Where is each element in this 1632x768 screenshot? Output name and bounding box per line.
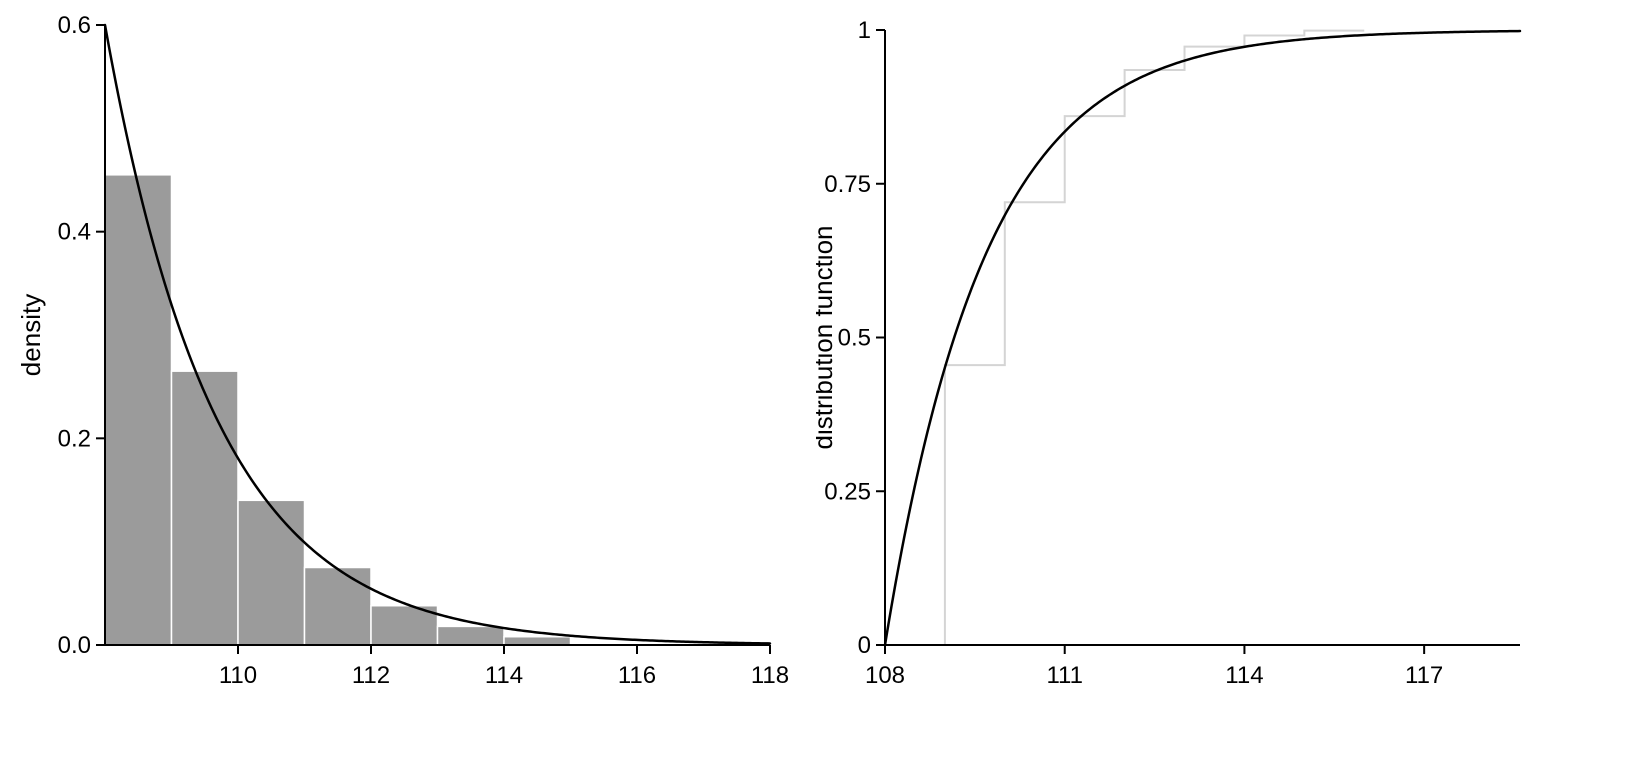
x-tick-label: 114	[1225, 662, 1263, 689]
histogram-bar	[370, 604, 439, 646]
x-tick-label: 114	[485, 662, 523, 689]
y-tick-label: 1	[858, 17, 871, 44]
y-tick-label: 0.25	[824, 478, 871, 505]
y-tick-label: 0.2	[58, 425, 91, 452]
distribution-function-chart: 108 111 114 117 0 0.25 0.5 0.75 1 distribution fu…	[816, 17, 1522, 689]
y-tick-label: 0.4	[58, 219, 91, 246]
x-tick-label: 118	[751, 662, 789, 689]
x-tick-label: 117	[1405, 662, 1443, 689]
x-tick-label: 110	[219, 662, 257, 689]
histogram-bar	[104, 174, 173, 646]
y-tick-label: 0	[858, 632, 871, 659]
histogram-bar	[303, 566, 372, 646]
histogram-bar	[436, 625, 505, 646]
histogram-bar	[503, 635, 572, 646]
x-tick-label: 112	[352, 662, 390, 689]
density-histogram-chart: 110 112 114 116 118 0.0 0.2 0.4 0.6 density	[16, 12, 789, 689]
x-tick-label: 108	[865, 662, 905, 689]
histogram-bar	[170, 370, 239, 646]
x-tick-label: 111	[1046, 662, 1082, 689]
empirical-cdf-step	[943, 29, 1365, 645]
y-tick-label: 0.75	[824, 171, 871, 198]
y-tick-label: 0.5	[838, 325, 871, 352]
histogram-bar	[237, 499, 306, 646]
x-tick-label: 116	[618, 662, 656, 689]
cdf-curve	[883, 29, 1522, 647]
y-axis-label: density	[16, 294, 46, 376]
y-axis-label: distribution function	[816, 225, 838, 449]
density-curve	[103, 23, 772, 645]
y-tick-label: 0.6	[58, 12, 91, 39]
y-tick-label: 0.0	[58, 632, 91, 659]
